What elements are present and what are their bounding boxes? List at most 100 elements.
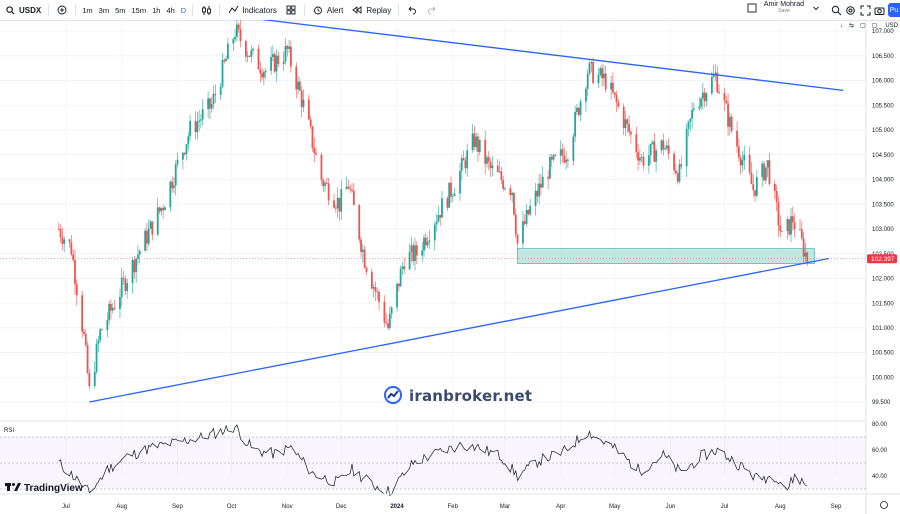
resistance-trendline[interactable] xyxy=(235,20,844,92)
candle-body xyxy=(135,258,138,273)
publish-button[interactable]: Pu xyxy=(888,3,900,17)
time-tick-label: May xyxy=(609,504,620,510)
last-price-badge: 102.397 xyxy=(867,254,897,264)
candle-body xyxy=(516,234,519,244)
candle-body xyxy=(464,160,467,169)
indicators-label: Indicators xyxy=(242,5,277,15)
price-axis[interactable]: 107.000 106.500 106.000 105.500 105.000 104.5… xyxy=(872,29,894,406)
symbol-search[interactable]: USDX xyxy=(0,0,45,20)
compare-button[interactable] xyxy=(52,0,72,20)
timeframe-button[interactable]: D xyxy=(180,5,187,15)
candle-body xyxy=(538,183,541,197)
quick-search-button[interactable] xyxy=(830,4,842,18)
candle-body xyxy=(138,250,141,255)
indicators-button[interactable]: Indicators xyxy=(223,0,281,20)
candle-body xyxy=(194,120,197,133)
camera-icon xyxy=(873,4,885,16)
timeframe-group: 1m 3m 5m 15m 1h 4h D xyxy=(79,6,189,15)
redo-button[interactable] xyxy=(422,0,442,20)
arrow-left-right-icon[interactable]: ⇆ xyxy=(848,23,854,29)
timeframe-button[interactable]: 3m xyxy=(98,5,110,15)
candle-body xyxy=(689,118,692,122)
candle-body xyxy=(421,250,424,256)
candle-body xyxy=(147,228,150,244)
chevron-down-icon[interactable] xyxy=(810,2,822,14)
candle-body xyxy=(284,45,287,62)
candle-body xyxy=(576,107,578,113)
candle-body xyxy=(176,159,179,165)
time-axis[interactable]: Jul Aug Sep Oct Nov Dec 2024 Feb Mar Apr May Jun Jul… xyxy=(62,504,842,510)
candle-body xyxy=(536,190,539,197)
undo-button[interactable] xyxy=(402,0,422,20)
candle-body xyxy=(414,245,416,262)
settings-button[interactable] xyxy=(844,4,856,18)
fullscreen-button[interactable] xyxy=(859,4,871,18)
time-tick-label: 2024 xyxy=(390,504,404,510)
candle-body xyxy=(273,54,276,72)
candle-body xyxy=(804,252,807,257)
timeframe-button[interactable]: 4h xyxy=(166,5,175,15)
candle-body xyxy=(534,190,537,207)
candle-body xyxy=(567,159,569,161)
price-chart[interactable]: 107.000 106.500 106.000 105.500 105.000 104.5… xyxy=(0,20,900,514)
candle-body xyxy=(239,29,242,42)
candle-body xyxy=(126,283,129,292)
candle-body xyxy=(401,266,404,269)
tradingview-logo[interactable]: TradingView xyxy=(5,482,83,494)
candle-body xyxy=(692,108,695,110)
layout-user-box[interactable]: Amir Mohrad Save xyxy=(746,1,822,14)
candle-body xyxy=(156,207,159,235)
scale-controls: ↓ ⇆ ▢ ▢ USD xyxy=(838,22,900,30)
rsi-tick-label: 60.00 xyxy=(872,448,888,454)
goto-date-button[interactable] xyxy=(880,501,888,509)
replay-button[interactable]: Replay xyxy=(347,0,395,20)
timeframe-button[interactable]: 1h xyxy=(152,5,161,15)
candle-body xyxy=(387,323,389,328)
candle-body xyxy=(572,136,575,161)
chart-type-button[interactable] xyxy=(196,0,216,20)
candle-body xyxy=(736,130,738,147)
price-tick-label: 101.500 xyxy=(872,301,894,307)
time-tick-label: Dec xyxy=(336,504,347,510)
alert-button[interactable]: Alert xyxy=(308,0,347,20)
candle-body xyxy=(340,189,343,212)
candle-body xyxy=(647,155,650,166)
timeframe-button[interactable]: 5m xyxy=(115,5,126,15)
candle-body xyxy=(327,183,330,201)
snapshot-button[interactable] xyxy=(873,4,885,18)
candle-body xyxy=(610,82,613,90)
support-trendline[interactable] xyxy=(89,257,829,403)
timeframe-button[interactable]: 15m xyxy=(131,5,147,15)
candle-body xyxy=(628,123,631,132)
candle-body xyxy=(300,90,303,108)
alarm-clock-icon xyxy=(312,4,324,16)
candle-body xyxy=(298,81,301,91)
lock-icon[interactable]: ▢ xyxy=(859,23,866,29)
demand-zone[interactable] xyxy=(517,248,815,264)
price-tick-label: 103.500 xyxy=(872,202,894,208)
candle-body xyxy=(441,198,443,218)
candle-body xyxy=(790,216,792,235)
candle-body xyxy=(182,152,184,160)
candle-body xyxy=(336,197,339,209)
price-tick-label: 104.500 xyxy=(872,153,894,159)
candle-body xyxy=(235,24,238,37)
divider xyxy=(75,4,77,16)
candle-body xyxy=(588,63,591,74)
candle-body xyxy=(685,128,688,167)
candle-body xyxy=(171,181,174,189)
candle-body xyxy=(72,254,75,261)
timeframe-button[interactable]: 1m xyxy=(82,5,93,15)
currency-label[interactable]: USD xyxy=(885,22,898,29)
candle-body xyxy=(131,259,134,284)
tradingview-text: TradingView xyxy=(24,482,83,494)
price-axis-settings-icon[interactable]: ▢ xyxy=(871,23,878,29)
candle-body xyxy=(259,69,262,74)
candle-body xyxy=(437,214,440,222)
candle-body xyxy=(640,156,643,158)
arrow-down-icon[interactable]: ↓ xyxy=(839,22,843,29)
layouts-button[interactable] xyxy=(281,0,301,20)
candle-body xyxy=(234,36,236,40)
time-tick-label: Sep xyxy=(831,504,842,510)
divider xyxy=(48,4,50,16)
